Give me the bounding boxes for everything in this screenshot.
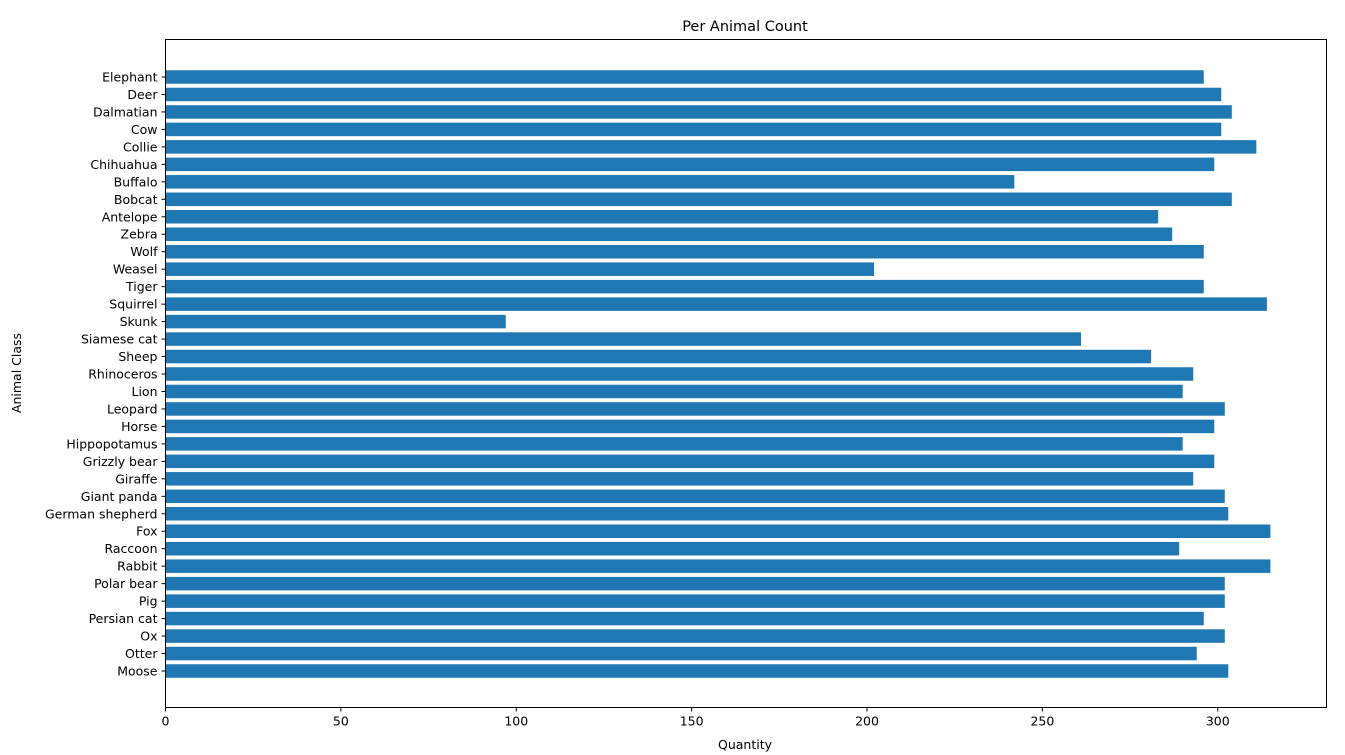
bar-lion bbox=[165, 384, 1183, 399]
bar-persian-cat bbox=[165, 611, 1204, 626]
x-tick-label-200: 200 bbox=[855, 714, 879, 729]
bar-rhinoceros bbox=[165, 367, 1194, 381]
bar-deer bbox=[165, 87, 1222, 102]
bar-horse bbox=[165, 419, 1215, 434]
y-tick-label-dalmatian: Dalmatian bbox=[93, 104, 158, 119]
x-tick-label-250: 250 bbox=[1030, 714, 1054, 729]
x-axis-ticks: 0 50 100 150 200 250 300 bbox=[162, 707, 1230, 729]
bar-sheep bbox=[165, 349, 1152, 364]
x-tick-label-0: 0 bbox=[162, 714, 170, 729]
bar-dalmatian bbox=[165, 105, 1232, 119]
bar-elephant bbox=[165, 70, 1204, 84]
y-tick-label-siamese-cat: Siamese cat bbox=[81, 332, 158, 347]
x-tick-label-100: 100 bbox=[504, 714, 528, 729]
bar-giant-panda bbox=[165, 489, 1225, 504]
bar-otter bbox=[165, 646, 1197, 661]
y-tick-label-zebra: Zebra bbox=[121, 227, 158, 242]
y-tick-label-wolf: Wolf bbox=[130, 244, 158, 259]
x-tick-label-150: 150 bbox=[680, 714, 704, 729]
y-tick-label-giraffe: Giraffe bbox=[115, 471, 158, 486]
y-tick-label-rhinoceros: Rhinoceros bbox=[88, 367, 157, 382]
y-tick-label-hippopotamus: Hippopotamus bbox=[66, 436, 157, 451]
y-tick-label-skunk: Skunk bbox=[120, 314, 159, 329]
bar-giraffe bbox=[165, 472, 1194, 486]
y-tick-label-deer: Deer bbox=[127, 87, 158, 102]
y-tick-label-giant-panda: Giant panda bbox=[81, 489, 158, 504]
y-tick-label-ox: Ox bbox=[140, 629, 157, 644]
bar-buffalo bbox=[165, 175, 1015, 189]
bar-weasel bbox=[165, 262, 875, 276]
bar-chihuahua bbox=[165, 157, 1215, 172]
y-tick-label-buffalo: Buffalo bbox=[114, 174, 158, 189]
y-tick-label-cow: Cow bbox=[131, 122, 158, 137]
bar-fox bbox=[165, 524, 1271, 538]
bar-cow bbox=[165, 122, 1222, 137]
bar-moose bbox=[165, 664, 1229, 678]
bar-squirrel bbox=[165, 297, 1267, 311]
bar-polar-bear bbox=[165, 576, 1225, 591]
y-tick-label-persian-cat: Persian cat bbox=[89, 611, 158, 626]
bar-antelope bbox=[165, 210, 1159, 224]
y-tick-label-lion: Lion bbox=[131, 384, 157, 399]
y-tick-label-weasel: Weasel bbox=[113, 262, 158, 277]
bar-leopard bbox=[165, 402, 1225, 416]
y-tick-label-chihuahua: Chihuahua bbox=[90, 157, 157, 172]
y-tick-label-sheep: Sheep bbox=[118, 349, 157, 364]
plot-frame bbox=[165, 39, 1327, 708]
bars-group bbox=[165, 70, 1271, 678]
bar-collie bbox=[165, 140, 1257, 154]
bar-skunk bbox=[165, 314, 506, 329]
x-tick-label-300: 300 bbox=[1206, 714, 1230, 729]
x-tick-label-50: 50 bbox=[333, 714, 349, 729]
bar-grizzly-bear bbox=[165, 454, 1215, 469]
y-tick-label-collie: Collie bbox=[123, 139, 158, 154]
y-tick-label-antelope: Antelope bbox=[102, 209, 158, 224]
y-tick-label-raccoon: Raccoon bbox=[104, 541, 157, 556]
bar-zebra bbox=[165, 227, 1173, 241]
bar-wolf bbox=[165, 244, 1204, 259]
bar-ox bbox=[165, 629, 1225, 643]
y-tick-label-leopard: Leopard bbox=[107, 401, 158, 416]
bar-tiger bbox=[165, 279, 1204, 294]
y-tick-label-tiger: Tiger bbox=[125, 279, 158, 294]
y-tick-label-pig: Pig bbox=[139, 594, 158, 609]
y-tick-label-rabbit: Rabbit bbox=[117, 559, 157, 574]
y-tick-label-horse: Horse bbox=[121, 419, 158, 434]
y-tick-label-moose: Moose bbox=[117, 664, 158, 679]
bar-german-shepherd bbox=[165, 507, 1229, 521]
y-tick-label-polar-bear: Polar bear bbox=[94, 576, 158, 591]
y-tick-label-german-shepherd: German shepherd bbox=[45, 506, 158, 521]
bar-rabbit bbox=[165, 559, 1271, 573]
y-tick-label-bobcat: Bobcat bbox=[114, 192, 158, 207]
bar-siamese-cat bbox=[165, 332, 1081, 346]
bar-pig bbox=[165, 594, 1225, 608]
x-axis-label: Quantity bbox=[718, 737, 773, 752]
bar-raccoon bbox=[165, 541, 1180, 556]
y-tick-label-grizzly-bear: Grizzly bear bbox=[83, 454, 159, 469]
chart-title: Per Animal Count bbox=[682, 19, 808, 35]
y-axis-ticks: Moose Otter Ox Persian cat Pig Polar bear Rabb… bbox=[45, 70, 166, 679]
y-axis-label: Animal Class bbox=[9, 333, 24, 413]
y-tick-label-fox: Fox bbox=[136, 524, 157, 539]
y-tick-label-otter: Otter bbox=[125, 646, 158, 661]
y-tick-label-elephant: Elephant bbox=[102, 70, 158, 85]
y-tick-label-squirrel: Squirrel bbox=[109, 297, 157, 312]
bar-bobcat bbox=[165, 192, 1232, 207]
bar-hippopotamus bbox=[165, 437, 1183, 451]
